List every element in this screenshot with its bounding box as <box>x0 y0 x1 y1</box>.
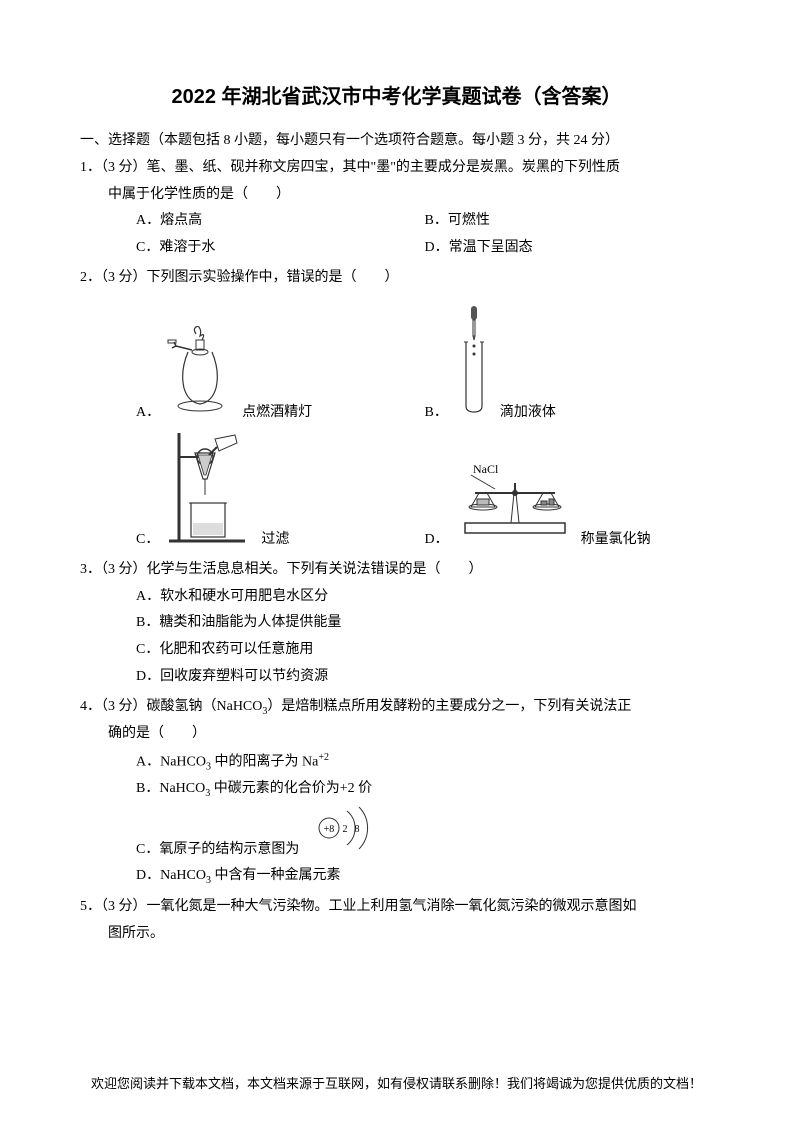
q1-opt-c: C．难溶于水 <box>136 235 425 262</box>
question-2: 2．（3 分）下列图示实验操作中，错误的是（ ） A． 点燃酒精灯 <box>80 265 713 553</box>
q3-opt-b: B．糖类和油脂能为人体提供能量 <box>136 610 713 637</box>
q5-stem-line1: 5．（3 分）一氧化氮是一种大气污染物。工业上利用氢气消除一氧化氮污染的微观示意… <box>80 894 713 921</box>
q2-c-label: C． <box>136 527 159 554</box>
q4-opt-b: B．NaHCO3 中碳元素的化合价为+2 价 <box>136 776 713 803</box>
atom-shell1-label: 2 <box>343 824 348 835</box>
q4-d-post: 中含有一种金属元素 <box>211 868 341 883</box>
question-1: 1．（3 分）笔、墨、纸、砚并称文房四宝，其中"墨"的主要成分是炭黑。炭黑的下列… <box>80 155 713 261</box>
q4-c-text: C．氧原子的结构示意图为 <box>136 837 299 864</box>
page-footer: 欢迎您阅读并下载本文档，本文档来源于互联网，如有侵权请联系删除！我们将竭诚为您提… <box>0 1073 793 1092</box>
q2-opt-d-cell: D． NaCl <box>425 433 714 554</box>
q4-stem-1b: ）是焙制糕点所用发酵粉的主要成分之一，下列有关说法正 <box>267 699 631 714</box>
q2-opt-a-cell: A． 点燃酒精灯 <box>136 306 425 427</box>
question-5: 5．（3 分）一氧化氮是一种大气污染物。工业上利用氢气消除一氧化氮污染的微观示意… <box>80 894 713 947</box>
q3-opt-d: D．回收废弃塑料可以节约资源 <box>136 664 713 691</box>
nacl-text: NaCl <box>473 463 499 476</box>
q2-b-label: B． <box>425 400 448 427</box>
q2-a-label: A． <box>136 400 160 427</box>
q2-c-caption: 过滤 <box>261 527 289 554</box>
question-3: 3．（3 分）化学与生活息息相关。下列有关说法错误的是（ ） A．软水和硬水可用… <box>80 557 713 690</box>
q2-stem: 2．（3 分）下列图示实验操作中，错误的是（ ） <box>80 265 713 292</box>
q5-stem-line2: 图所示。 <box>80 921 713 948</box>
q1-opt-b: B．可燃性 <box>425 208 714 235</box>
q2-d-label: D． <box>425 527 449 554</box>
q1-stem-line2: 中属于化学性质的是（ ） <box>80 182 713 209</box>
q1-opt-a: A．熔点高 <box>136 208 425 235</box>
q1-opt-d: D．常温下呈固态 <box>425 235 714 262</box>
section-1-header: 一、选择题（本题包括 8 小题，每小题只有一个选项符合题意。每小题 3 分，共 … <box>80 129 713 149</box>
q2-opt-c-cell: C． <box>136 433 425 554</box>
atom-shell2-label: 8 <box>355 824 360 835</box>
q2-opt-b-cell: B． 滴加液体 <box>425 306 714 427</box>
atom-nucleus-label: +8 <box>324 824 335 835</box>
q4-opt-d: D．NaHCO3 中含有一种金属元素 <box>136 863 713 890</box>
dropper-tube-icon <box>454 306 494 427</box>
q2-d-caption: 称量氯化钠 <box>581 527 651 554</box>
q4-stem-line1: 4．（3 分）碳酸氢钠（NaHCO3）是焙制糕点所用发酵粉的主要成分之一，下列有… <box>80 694 713 721</box>
q4-b-post: 中碳元素的化合价为+2 价 <box>210 781 372 796</box>
q2-b-caption: 滴加液体 <box>500 400 556 427</box>
question-4: 4．（3 分）碳酸氢钠（NaHCO3）是焙制糕点所用发酵粉的主要成分之一，下列有… <box>80 694 713 890</box>
alcohol-lamp-icon <box>166 326 236 427</box>
q3-stem: 3．（3 分）化学与生活息息相关。下列有关说法错误的是（ ） <box>80 557 713 584</box>
q4-opt-c: C．氧原子的结构示意图为 +8 2 8 <box>136 803 713 864</box>
q1-stem-line1: 1．（3 分）笔、墨、纸、砚并称文房四宝，其中"墨"的主要成分是炭黑。炭黑的下列… <box>80 155 713 182</box>
q4-a-sup: +2 <box>318 752 329 763</box>
balance-scale-icon: NaCl <box>455 463 575 554</box>
q4-d-pre: D．NaHCO <box>136 868 206 883</box>
q2-a-caption: 点燃酒精灯 <box>242 400 312 427</box>
q4-b-pre: B．NaHCO <box>136 781 205 796</box>
q4-a-pre: A．NaHCO <box>136 754 206 769</box>
page: 2022 年湖北省武汉市中考化学真题试卷（含答案） 一、选择题（本题包括 8 小… <box>0 0 793 1122</box>
q4-opt-a: A．NaHCO3 中的阳离子为 Na+2 <box>136 748 713 776</box>
page-title: 2022 年湖北省武汉市中考化学真题试卷（含答案） <box>80 80 713 109</box>
q3-opt-c: C．化肥和农药可以任意施用 <box>136 637 713 664</box>
atom-structure-icon: +8 2 8 <box>307 803 377 864</box>
q3-opt-a: A．软水和硬水可用肥皂水区分 <box>136 584 713 611</box>
q4-a-mid: 中的阳离子为 Na <box>211 754 318 769</box>
filtration-icon <box>165 433 255 554</box>
q4-stem-line2: 确的是（ ） <box>80 721 713 748</box>
q4-stem-1a: 4．（3 分）碳酸氢钠（NaHCO <box>80 699 262 714</box>
